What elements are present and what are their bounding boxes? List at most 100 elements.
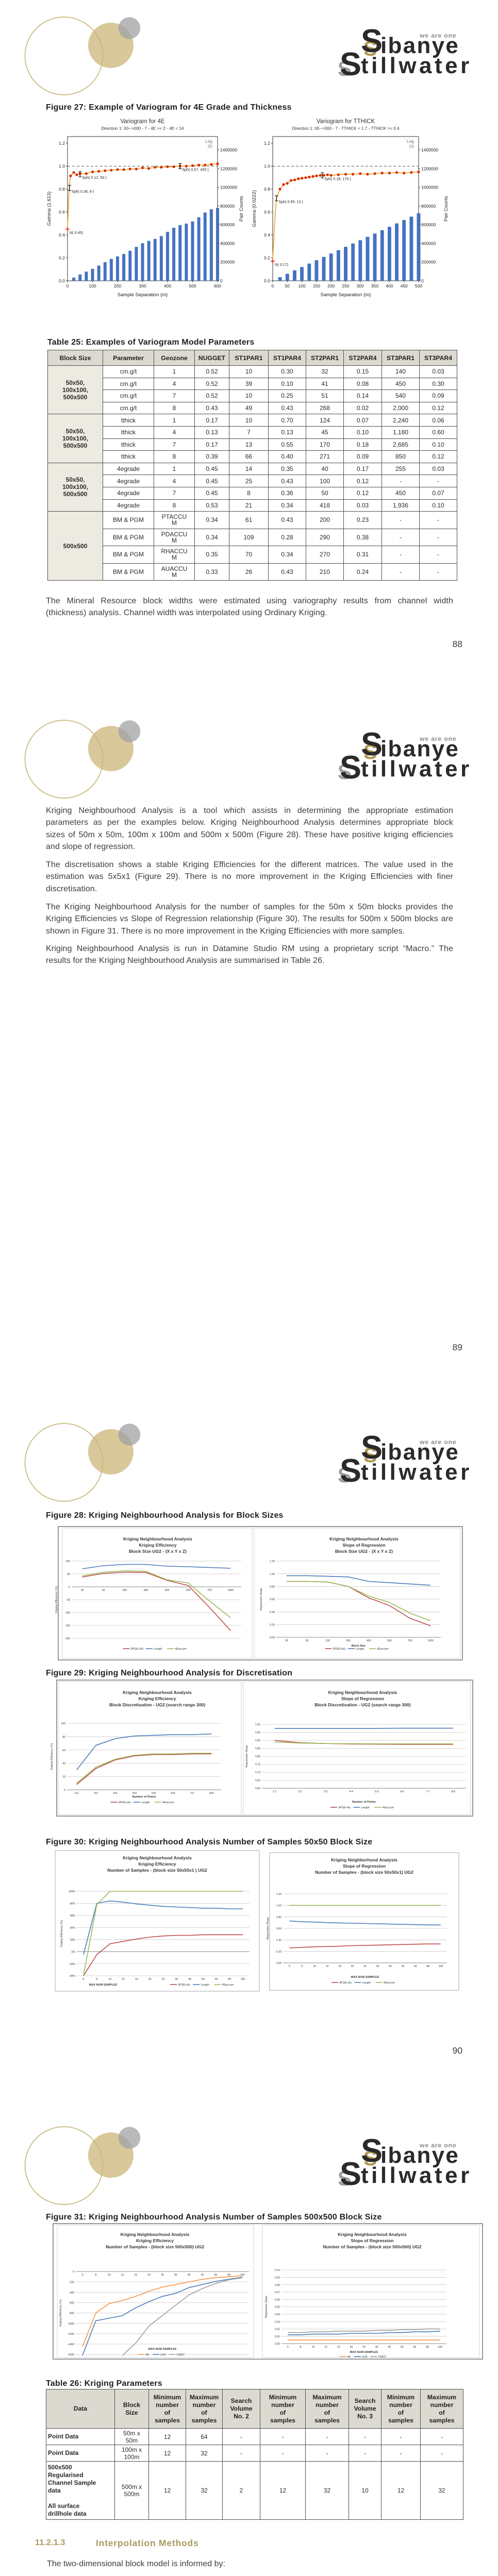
svg-text:3PGE+AU: 3PGE+AU	[131, 1648, 144, 1651]
svg-text:Block Size UG2 - (X x Y x Z): Block Size UG2 - (X x Y x Z)	[335, 1549, 393, 1554]
svg-text:-20%: -20%	[69, 1963, 75, 1966]
svg-text:50: 50	[102, 1589, 105, 1592]
svg-text:750: 750	[408, 1639, 412, 1642]
svg-text:3PGE+Au: 3PGE+Au	[339, 1981, 352, 1985]
svg-text:-1000: -1000	[68, 2323, 74, 2326]
svg-text:2x2: 2x2	[94, 1792, 98, 1795]
svg-text:-1200: -1200	[68, 2333, 74, 2336]
svg-text:Length: Length	[201, 1984, 209, 1987]
svg-text:-50: -50	[67, 1599, 71, 1602]
svg-text:Sample Separation (m): Sample Separation (m)	[321, 292, 371, 298]
svg-text:12: 12	[121, 2274, 124, 2277]
svg-text:30: 30	[375, 2346, 378, 2349]
svg-text:400000: 400000	[220, 241, 235, 246]
svg-text:CMGT: CMGT	[378, 2355, 387, 2359]
svg-text:40: 40	[188, 2274, 191, 2277]
svg-text:1400000: 1400000	[421, 147, 438, 152]
svg-text:0.95: 0.95	[255, 1732, 260, 1735]
svg-text:Kriging Neighbourhood Analysis: Kriging Neighbourhood Analysis	[329, 1536, 399, 1541]
svg-text:8: 8	[300, 2346, 301, 2349]
svg-text:3PGE+Au: 3PGE+Au	[338, 1806, 351, 1809]
svg-text:100: 100	[65, 1560, 70, 1563]
svg-text:Lag: Lag	[205, 139, 212, 144]
svg-text:400: 400	[386, 283, 393, 289]
svg-text:0.90: 0.90	[255, 1739, 260, 1742]
svg-text:5: 5	[82, 1978, 84, 1981]
svg-text:15: 15	[338, 1965, 341, 1968]
svg-text:50: 50	[306, 1639, 309, 1642]
svg-text:60: 60	[62, 1749, 65, 1752]
svg-text:6-6: 6-6	[400, 1790, 404, 1793]
svg-text:65: 65	[413, 2346, 417, 2349]
svg-text:80: 80	[426, 1965, 429, 1968]
svg-text:-600: -600	[69, 2302, 74, 2305]
svg-text:Number of Samples - (block siz: Number of Samples - (block size 500x500)…	[106, 2244, 204, 2249]
svg-text:4-4: 4-4	[349, 1790, 353, 1793]
svg-text:500: 500	[189, 283, 196, 289]
svg-text:Regression Slope: Regression Slope	[245, 1745, 248, 1767]
svg-text:40: 40	[389, 1965, 392, 1968]
svg-text:5x5: 5x5	[152, 1792, 156, 1795]
svg-text:0.80: 0.80	[276, 1916, 281, 1919]
svg-text:25: 25	[208, 144, 213, 149]
svg-text:Length: Length	[356, 1648, 364, 1651]
svg-text:0.02: 0.02	[275, 2328, 280, 2331]
svg-text:20: 20	[148, 1978, 152, 1981]
svg-text:25: 25	[81, 1589, 84, 1592]
svg-text:12: 12	[324, 2346, 327, 2349]
svg-text:-800: -800	[69, 2312, 74, 2315]
svg-text:15: 15	[337, 2346, 340, 2349]
svg-text:20: 20	[351, 1965, 354, 1968]
svg-text:0.20: 0.20	[270, 1624, 275, 1627]
svg-text:1200000: 1200000	[421, 166, 438, 171]
svg-text:80: 80	[228, 1978, 231, 1981]
svg-text:30: 30	[376, 1965, 379, 1968]
svg-text:4Eaccum: 4Eaccum	[377, 1648, 389, 1651]
svg-text:400: 400	[165, 1589, 170, 1592]
svg-text:50: 50	[285, 283, 290, 289]
svg-text:750: 750	[207, 1589, 212, 1592]
svg-text:1.00: 1.00	[270, 1573, 275, 1576]
svg-text:150: 150	[313, 283, 320, 289]
svg-text:400: 400	[367, 1639, 371, 1642]
svg-text:30: 30	[174, 2274, 177, 2277]
svg-text:65: 65	[414, 1965, 417, 1968]
svg-text:40: 40	[62, 1762, 65, 1766]
svg-text:20: 20	[147, 2274, 151, 2277]
svg-text:Kriging Neighborhood Analysis: Kriging Neighborhood Analysis	[331, 1857, 397, 1862]
svg-text:500: 500	[415, 283, 422, 289]
svg-text:Number of Points: Number of Points	[352, 1801, 376, 1804]
svg-text:0.09: 0.09	[275, 2277, 280, 2280]
svg-text:2-2: 2-2	[298, 1790, 302, 1793]
svg-text:Number of Samples - (block siz: Number of Samples - (block size 500x500)…	[323, 2244, 421, 2249]
svg-text:4Eaccum: 4Eaccum	[175, 1648, 187, 1651]
svg-text:15: 15	[134, 2274, 137, 2277]
svg-text:200000: 200000	[421, 260, 436, 265]
svg-text:0.03: 0.03	[275, 2320, 280, 2324]
svg-text:3PGE+AU: 3PGE+AU	[333, 1648, 346, 1651]
svg-text:1.00: 1.00	[276, 1905, 281, 1908]
svg-text:0.00: 0.00	[275, 2343, 280, 2346]
svg-text:MAX NUM SAMPLES: MAX NUM SAMPLES	[89, 1984, 118, 1987]
svg-text:0.80: 0.80	[270, 1586, 275, 1589]
svg-text:0: 0	[73, 2270, 74, 2274]
svg-text:1400000: 1400000	[220, 147, 237, 152]
svg-text:50: 50	[401, 2346, 404, 2349]
svg-text:0.04: 0.04	[275, 2313, 280, 2316]
svg-text:Regression Slope: Regression Slope	[265, 2296, 268, 2318]
svg-text:65: 65	[214, 2274, 218, 2277]
svg-text:100: 100	[438, 2346, 442, 2349]
svg-text:Lag: Lag	[407, 139, 414, 144]
svg-text:100%: 100%	[69, 1890, 76, 1893]
svg-text:Direction 1: 00-->000 - 7 - 4E: Direction 1: 00-->000 - 7 - 4E >= 2 - 4E…	[101, 126, 184, 131]
svg-text:Kriging Efficiency: Kriging Efficiency	[138, 1861, 176, 1867]
svg-text:0.40: 0.40	[276, 1939, 281, 1942]
svg-text:Kriging Neighbourhood Analysis: Kriging Neighbourhood Analysis	[328, 1690, 397, 1695]
svg-text:100: 100	[61, 1722, 65, 1725]
svg-text:3PGE+Au: 3PGE+Au	[178, 1984, 190, 1987]
svg-text:8: 8	[301, 1965, 303, 1968]
svg-text:200: 200	[327, 283, 335, 289]
svg-text:-150: -150	[65, 1624, 70, 1628]
svg-text:100: 100	[241, 1978, 245, 1981]
svg-text:4Eaccum: 4Eaccum	[384, 1981, 395, 1985]
